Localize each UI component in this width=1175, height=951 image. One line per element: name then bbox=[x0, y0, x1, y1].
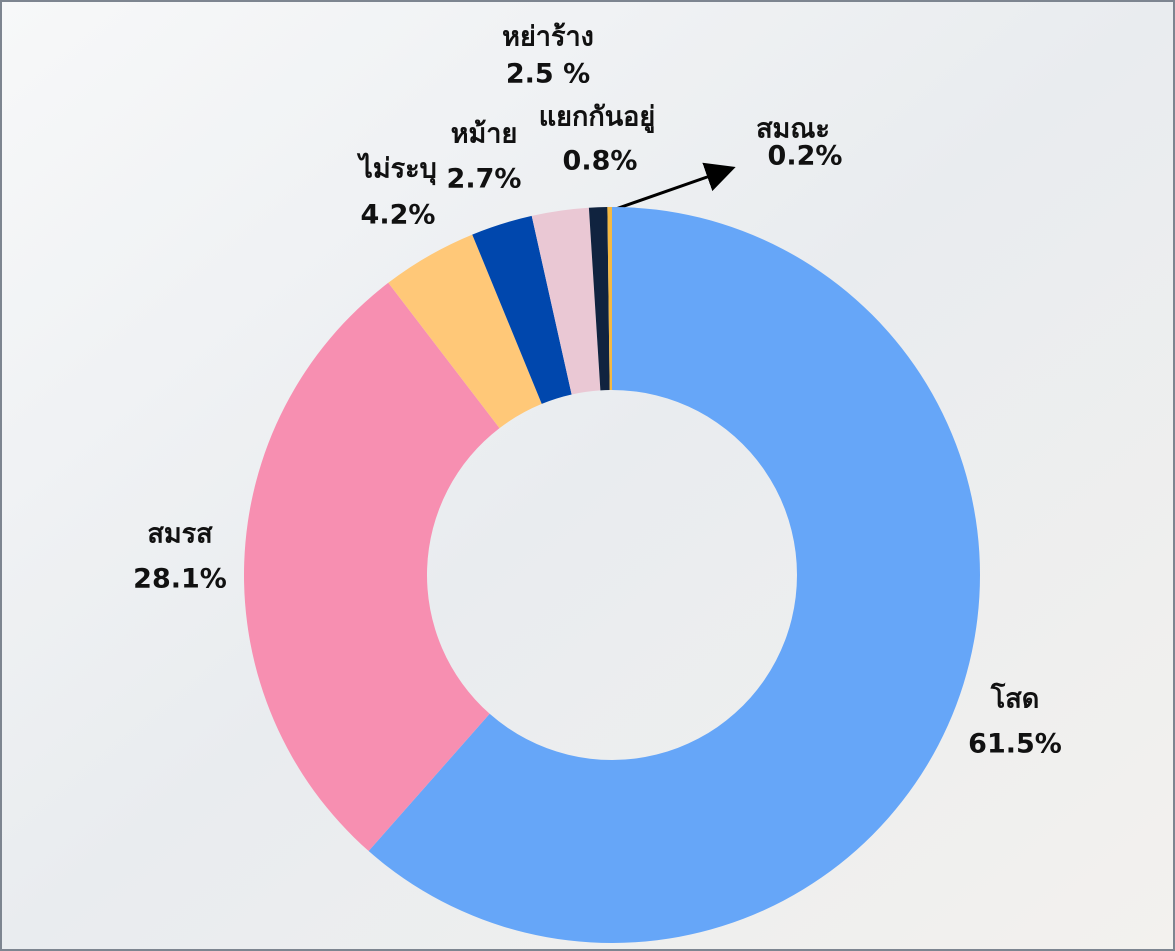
slice bbox=[472, 215, 572, 404]
leader-arrow bbox=[609, 162, 736, 213]
slice-label: หม้าย bbox=[451, 119, 518, 150]
value-label: 2.5 % bbox=[506, 59, 590, 90]
value-label: 0.8% bbox=[563, 146, 638, 177]
value-label: 28.1% bbox=[133, 564, 227, 595]
slice-label: สมณะ bbox=[756, 114, 830, 145]
slice-label: โสด bbox=[990, 682, 1040, 715]
value-label: 4.2% bbox=[361, 200, 436, 231]
slice bbox=[243, 282, 500, 852]
slice-label: หย่าร้าง bbox=[502, 22, 594, 53]
slice bbox=[368, 207, 981, 943]
slice bbox=[388, 234, 542, 429]
value-label: 61.5% bbox=[968, 729, 1062, 760]
slice bbox=[588, 207, 610, 391]
value-label: 2.7% bbox=[447, 164, 522, 195]
slice bbox=[531, 207, 601, 395]
slice-label: แยกกันอยู่ bbox=[539, 102, 655, 134]
slice-label: ไม่ระบุ bbox=[356, 153, 437, 186]
slice bbox=[607, 207, 612, 391]
slice-label: สมรส bbox=[147, 519, 213, 550]
value-label: 0.2% bbox=[768, 141, 843, 172]
